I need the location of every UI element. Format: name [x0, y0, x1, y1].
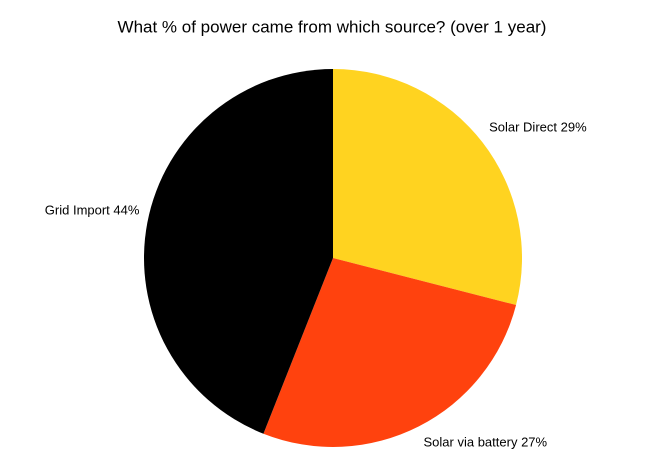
slice-name: Solar Direct [489, 120, 557, 135]
slice-value: 44% [113, 203, 139, 218]
slice-label: Grid Import 44% [45, 203, 140, 218]
chart-title: What % of power came from which source? … [118, 17, 547, 36]
slice-name: Solar via battery [424, 435, 518, 450]
slice-value: 27% [521, 435, 547, 450]
slice-label: Solar Direct 29% [489, 120, 587, 135]
slice-value: 29% [561, 120, 587, 135]
pie-slice [144, 69, 333, 434]
pie-slice [263, 258, 517, 447]
slice-name: Grid Import [45, 203, 110, 218]
pie-slice [333, 69, 522, 306]
slice-label: Solar via battery 27% [424, 435, 548, 450]
